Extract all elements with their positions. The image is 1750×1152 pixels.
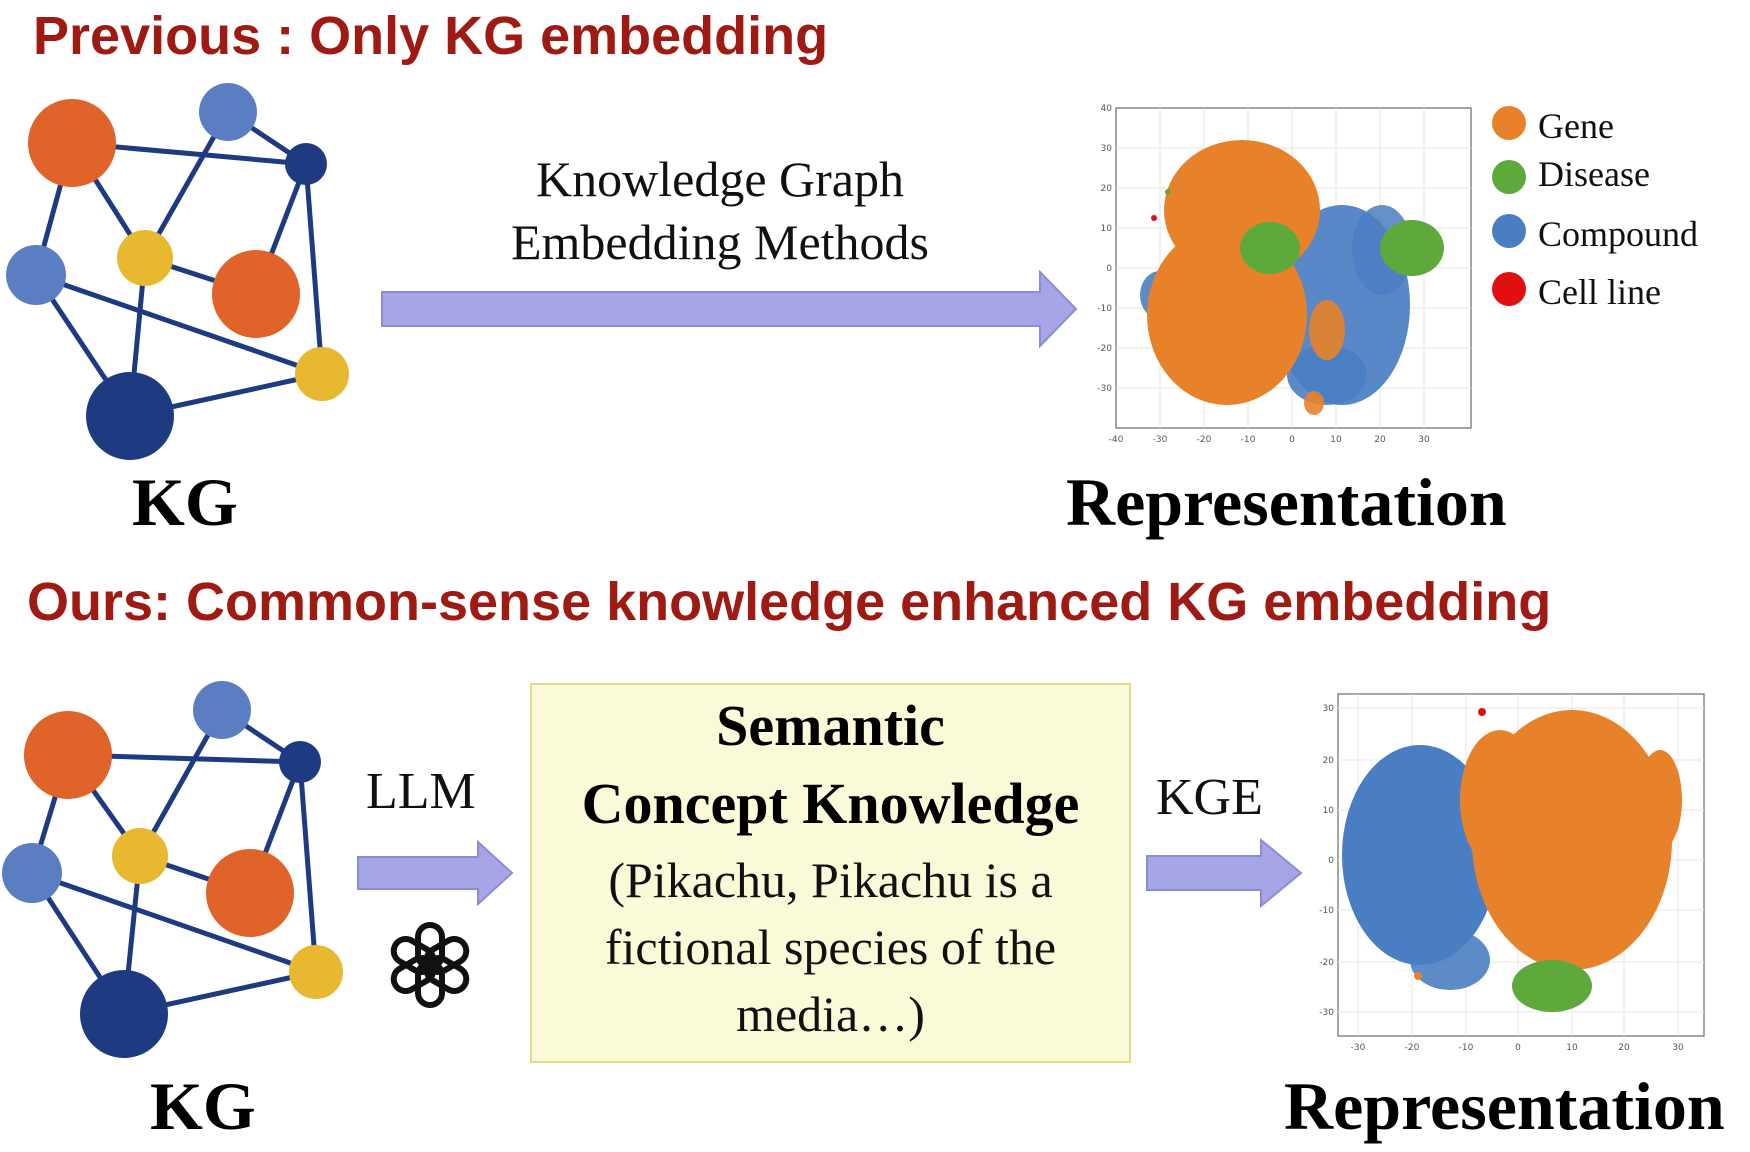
svg-text:-30: -30 — [1351, 1043, 1366, 1053]
bottom-plot-x-ticks: -30 -20 -10 0 10 20 30 — [1351, 1043, 1684, 1053]
concept-title: Semantic Concept Knowledge — [532, 687, 1129, 843]
legend-dot-compound — [1492, 214, 1526, 248]
top-plot-y-ticks: 40 30 20 10 0 -10 -20 -30 — [1097, 104, 1112, 394]
svg-text:-20: -20 — [1405, 1043, 1420, 1053]
legend-label-gene: Gene — [1538, 106, 1614, 146]
svg-text:10: 10 — [1330, 435, 1342, 445]
method-line-2: Embedding Methods — [510, 213, 930, 270]
svg-text:-10: -10 — [1097, 304, 1112, 314]
legend-label-cell-line: Cell line — [1538, 272, 1661, 312]
top-kg-graph — [6, 83, 349, 460]
bottom-plot-y-ticks: 30 20 10 0 -10 -20 -30 — [1319, 704, 1334, 1018]
svg-text:0: 0 — [1328, 856, 1334, 866]
legend-dot-cell-line — [1492, 272, 1526, 306]
svg-text:-20: -20 — [1197, 435, 1212, 445]
svg-text:-10: -10 — [1241, 435, 1256, 445]
svg-text:10: 10 — [1323, 806, 1335, 816]
concept-title-line-2: Concept Knowledge — [581, 771, 1080, 836]
svg-text:-30: -30 — [1319, 1008, 1334, 1018]
svg-text:0: 0 — [1106, 264, 1112, 274]
top-plot-x-ticks: -40 -30 -20 -10 0 10 20 30 — [1109, 435, 1430, 445]
svg-text:30: 30 — [1323, 704, 1335, 714]
top-representation-label: Representation — [1066, 464, 1507, 540]
legend-label-disease: Disease — [1538, 154, 1650, 194]
svg-text:10: 10 — [1101, 224, 1113, 234]
legend-label-compound: Compound — [1538, 214, 1699, 254]
kg-node-blue — [199, 83, 257, 141]
concept-body: (Pikachu, Pikachu is a fictional species… — [532, 847, 1129, 1048]
kg-node-dark — [285, 143, 327, 185]
svg-text:-10: -10 — [1319, 906, 1334, 916]
bottom-representation-label: Representation — [1284, 1068, 1725, 1144]
cluster-disease-bottom — [1512, 960, 1592, 1012]
kg-node-orange — [212, 250, 300, 338]
svg-text:10: 10 — [1566, 1043, 1578, 1053]
cluster-gene-bottom — [1414, 710, 1682, 980]
cluster-disease-top — [1165, 189, 1444, 276]
kg-node-yellow — [112, 828, 168, 884]
concept-body-line-1: (Pikachu, Pikachu is a — [608, 852, 1053, 908]
top-kg-label: KG — [132, 464, 238, 540]
kg-node-dark — [86, 372, 174, 460]
kg-node-blue — [193, 681, 251, 739]
svg-text:20: 20 — [1101, 184, 1113, 194]
svg-text:20: 20 — [1618, 1043, 1630, 1053]
llm-label: LLM — [366, 763, 476, 820]
kg-node-yellow — [295, 347, 349, 401]
kg-node-yellow — [289, 945, 343, 999]
cluster-cell-line-top — [1151, 215, 1157, 221]
kg-node-yellow — [117, 230, 173, 286]
svg-text:-40: -40 — [1109, 435, 1124, 445]
bottom-kg-label: KG — [150, 1068, 256, 1144]
concept-body-line-3: media…) — [736, 986, 925, 1042]
bottom-kg-graph — [2, 681, 343, 1058]
legend-dot-gene — [1492, 106, 1526, 140]
cluster-cell-line-bottom — [1478, 708, 1486, 716]
svg-text:20: 20 — [1374, 435, 1386, 445]
openai-logo-icon — [390, 922, 470, 1008]
concept-body-line-2: fictional species of the — [604, 919, 1057, 975]
svg-text:-20: -20 — [1319, 958, 1334, 968]
legend-dot-disease — [1492, 160, 1526, 194]
top-arrow — [381, 270, 1078, 348]
svg-text:30: 30 — [1672, 1043, 1684, 1053]
semantic-concept-box: Semantic Concept Knowledge (Pikachu, Pik… — [530, 683, 1131, 1063]
concept-title-line-1: Semantic — [716, 693, 945, 758]
svg-text:20: 20 — [1323, 756, 1335, 766]
method-label: Knowledge Graph Embedding Methods — [440, 148, 1000, 273]
svg-text:30: 30 — [1418, 435, 1430, 445]
llm-arrow — [357, 840, 514, 906]
ours-heading: Ours: Common-sense knowledge enhanced KG… — [27, 572, 1552, 632]
svg-text:0: 0 — [1515, 1043, 1521, 1053]
kge-arrow — [1146, 838, 1303, 908]
kg-node-orange — [28, 99, 116, 187]
kg-node-dark — [80, 970, 168, 1058]
svg-text:-30: -30 — [1153, 435, 1168, 445]
method-line-1: Knowledge Graph — [536, 151, 904, 207]
bottom-scatter-plot: 30 20 10 0 -10 -20 -30 -30 -20 -10 0 10 … — [1319, 693, 1705, 1053]
previous-heading: Previous : Only KG embedding — [33, 6, 829, 66]
top-scatter-plot: 40 30 20 10 0 -10 -20 -30 -40 -30 -20 -1… — [1097, 104, 1472, 445]
cluster-compound-bottom — [1342, 745, 1498, 990]
svg-text:-30: -30 — [1097, 384, 1112, 394]
kg-node-orange — [206, 849, 294, 937]
kg-node-orange — [24, 711, 112, 799]
legend: Gene Disease Compound Cell line — [1490, 104, 1730, 324]
kg-node-dark — [279, 741, 321, 783]
svg-text:0: 0 — [1289, 435, 1295, 445]
svg-text:-10: -10 — [1459, 1043, 1474, 1053]
svg-text:40: 40 — [1101, 104, 1113, 114]
kg-node-blue — [2, 843, 62, 903]
kge-label: KGE — [1156, 769, 1263, 826]
kg-node-blue — [6, 245, 66, 305]
svg-text:30: 30 — [1101, 144, 1113, 154]
svg-text:-20: -20 — [1097, 344, 1112, 354]
